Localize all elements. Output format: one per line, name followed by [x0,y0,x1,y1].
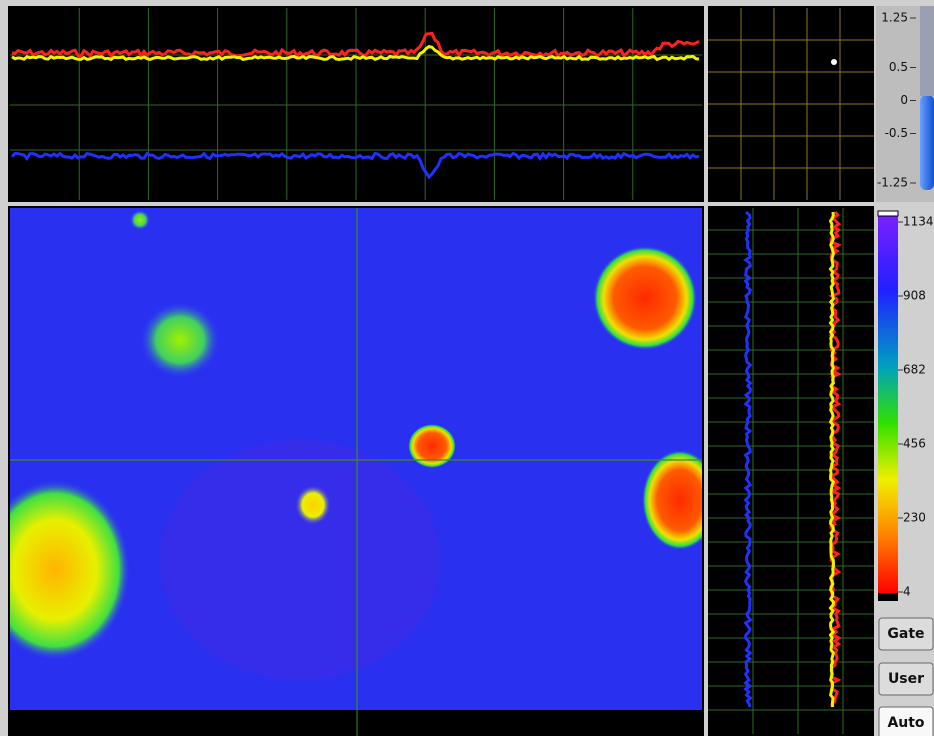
color-tick-label: 682 [903,363,926,377]
slider-track [920,6,934,96]
color-bar-bottom [878,593,898,601]
texture [160,440,440,680]
defect [642,450,702,550]
waveform [11,31,700,59]
button[interactable] [878,706,934,736]
probe-point [831,59,837,65]
profile-line [828,211,836,708]
button-label[interactable]: User [888,671,924,687]
color-tick-label: 4 [903,585,911,599]
buttons: Gate User Auto [878,617,934,736]
profile-panel [708,206,874,736]
button-label[interactable]: Auto [887,715,924,731]
amplitude-slider[interactable] [920,95,934,190]
button-label[interactable]: Gate [887,626,924,642]
waveform [11,44,700,62]
button[interactable] [878,617,934,651]
amplitude-tick-label: -1.25 [877,176,908,190]
color-tick-label: 230 [903,511,926,525]
amplitude-tick-label: 0.5 [889,60,908,74]
color-tick-label: 1134 [903,215,934,229]
defect [130,210,150,230]
profile-line [743,210,753,708]
color-bar-top [877,210,899,217]
amplitude-tick-label: -0.5 [885,126,908,140]
amplitude-tick-label: 1.25 [881,11,908,25]
defect [408,424,456,468]
waveform [10,151,700,180]
defect [295,485,331,525]
profile-line [828,211,842,708]
defect [10,480,130,660]
c-scan-image [10,208,702,710]
button[interactable] [878,662,934,696]
defect [593,246,697,350]
c-scan-background [10,208,702,710]
defect [140,302,220,378]
color-tick-label: 456 [903,437,926,451]
color-tick-label: 908 [903,289,926,303]
color-bar [878,215,898,593]
amplitude-tick-label: 0 [900,93,908,107]
